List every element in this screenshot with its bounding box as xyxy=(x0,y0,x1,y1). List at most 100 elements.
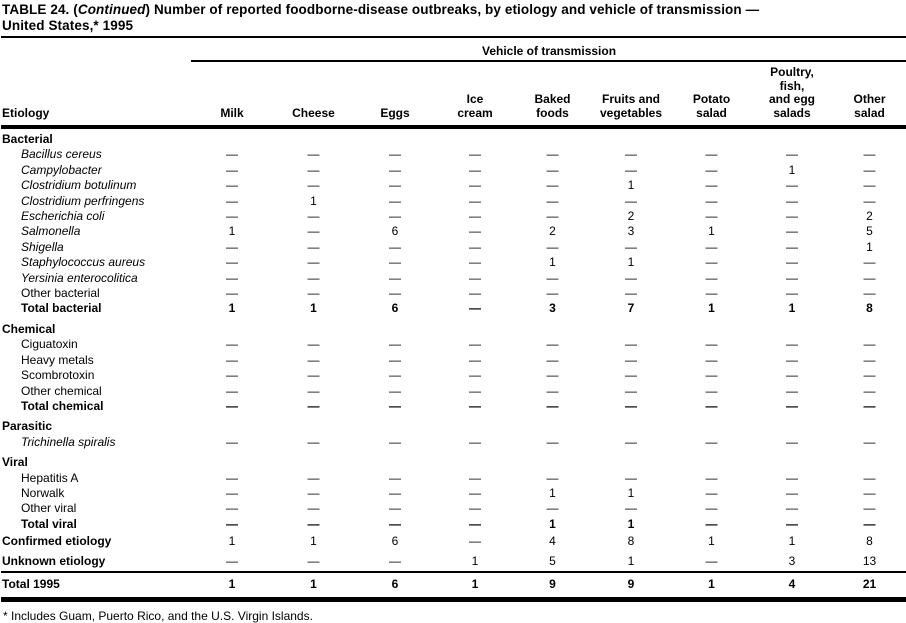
title-prefix: TABLE 24. ( xyxy=(2,2,78,17)
cell-value: — xyxy=(705,434,718,449)
cell-value: — xyxy=(389,178,401,193)
cell-value: — xyxy=(625,398,637,413)
cell-value: — xyxy=(546,434,559,449)
cell-value: — xyxy=(625,434,637,449)
cell-value: 1 xyxy=(708,301,715,316)
cell-value xyxy=(591,127,671,147)
table-row: Trichinella spiralis — — — — — — — — — xyxy=(1,435,906,450)
row-label: Other bacterial xyxy=(21,286,100,301)
table-row: Clostridium perfringens — 1 — — — — — — — xyxy=(1,194,906,209)
cell-value: 13 xyxy=(862,553,877,568)
cell-value: 1 xyxy=(627,255,635,270)
cell-value: — xyxy=(625,352,637,367)
cell-value: — xyxy=(705,398,718,413)
cell-value: — xyxy=(389,501,401,516)
cell-value xyxy=(752,317,832,337)
cell-value: — xyxy=(389,162,401,177)
table-row: Norwalk — — — — 1 1 — — — xyxy=(1,486,906,501)
cell-value: — xyxy=(389,383,401,398)
cell-value: — xyxy=(786,383,798,398)
cell-value: — xyxy=(307,398,320,413)
column-header-baked-foods: Baked foods xyxy=(514,61,591,129)
cell-value: — xyxy=(226,516,238,531)
cell-value: 5 xyxy=(549,553,556,568)
cell-value: — xyxy=(705,147,718,162)
cell-value: — xyxy=(705,337,718,352)
cell-value: 1 xyxy=(788,162,796,177)
cell-value: — xyxy=(226,286,238,301)
cell-value xyxy=(436,127,514,147)
cell-value: — xyxy=(786,485,798,500)
cell-value: 1 xyxy=(273,570,354,603)
cell-value: — xyxy=(786,352,798,367)
row-label: Unknown etiology xyxy=(2,553,106,568)
cell-value: 1 xyxy=(866,239,873,254)
table-row: Salmonella 1 — 6 — 2 3 1 — 5 xyxy=(1,224,906,239)
cell-value xyxy=(354,450,436,470)
cell-value: 1 xyxy=(549,255,556,270)
cell-value: — xyxy=(307,485,320,500)
cell-value xyxy=(436,414,514,434)
row-label: Yersinia enterocolitica xyxy=(21,270,138,285)
row-label: Total chemical xyxy=(21,398,104,413)
cell-value: 1 xyxy=(228,534,236,549)
cell-value: 1 xyxy=(228,224,236,239)
column-header-etiology: Etiology xyxy=(1,61,191,129)
table-row: Clostridium botulinum — — — — — 1 — — — xyxy=(1,178,906,193)
table-row: Ciguatoxin — — — — — — — — — xyxy=(1,337,906,352)
cell-value: — xyxy=(389,147,401,162)
cell-value: 3 xyxy=(627,224,635,239)
cell-value: — xyxy=(546,383,559,398)
cell-value: — xyxy=(625,147,637,162)
cell-value: 5 xyxy=(866,224,873,239)
cell-value: — xyxy=(546,239,559,254)
cell-value: — xyxy=(389,337,401,352)
row-label: Other viral xyxy=(21,501,77,516)
cell-value: — xyxy=(469,178,481,193)
cell-value: — xyxy=(389,209,401,224)
cell-value: — xyxy=(786,224,798,239)
cell-value: 21 xyxy=(832,570,906,603)
row-label: Shigella xyxy=(21,239,64,254)
cell-value: — xyxy=(546,398,559,413)
cell-value: — xyxy=(863,470,876,485)
cell-value: — xyxy=(469,286,481,301)
cell-value: 6 xyxy=(391,224,399,239)
cell-value: — xyxy=(705,516,718,531)
cell-value: — xyxy=(705,270,718,285)
cell-value: 4 xyxy=(549,534,556,549)
cell-value xyxy=(671,127,752,147)
outbreaks-table: Vehicle of transmission Etiology Milk Ch… xyxy=(1,44,906,603)
cell-value: — xyxy=(786,255,798,270)
cell-value: — xyxy=(307,147,320,162)
cell-value: 1 xyxy=(708,534,715,549)
row-label: Scombrotoxin xyxy=(21,368,95,383)
column-header-fruits-vegetables: Fruits and vegetables xyxy=(591,61,671,129)
title-line-1: TABLE 24. (Continued) Number of reported… xyxy=(2,2,759,17)
cell-value: — xyxy=(705,178,718,193)
cell-value: — xyxy=(705,286,718,301)
cell-value: — xyxy=(705,162,718,177)
cell-value: — xyxy=(546,147,559,162)
cell-value: — xyxy=(786,398,798,413)
column-header-ice-cream: Ice cream xyxy=(436,61,514,129)
cell-value: — xyxy=(469,301,481,316)
cell-value: — xyxy=(469,368,481,383)
cell-value: — xyxy=(307,255,320,270)
spanner-row: Vehicle of transmission xyxy=(1,44,906,62)
cell-value: — xyxy=(546,470,559,485)
cell-value: — xyxy=(863,398,876,413)
row-label: Other chemical xyxy=(21,383,102,398)
cell-value xyxy=(514,450,591,470)
spanner-cell: Vehicle of transmission xyxy=(191,44,906,62)
cell-value: 1 xyxy=(627,178,635,193)
cell-value: — xyxy=(786,178,798,193)
cell-value: — xyxy=(546,193,559,208)
cell-value xyxy=(273,317,354,337)
cell-value: — xyxy=(307,178,320,193)
cell-value: — xyxy=(863,501,876,516)
table-row: Unknown etiology — — — 1 5 1 — 3 13 xyxy=(1,552,906,572)
cell-value: — xyxy=(226,193,238,208)
cell-value: — xyxy=(226,162,238,177)
